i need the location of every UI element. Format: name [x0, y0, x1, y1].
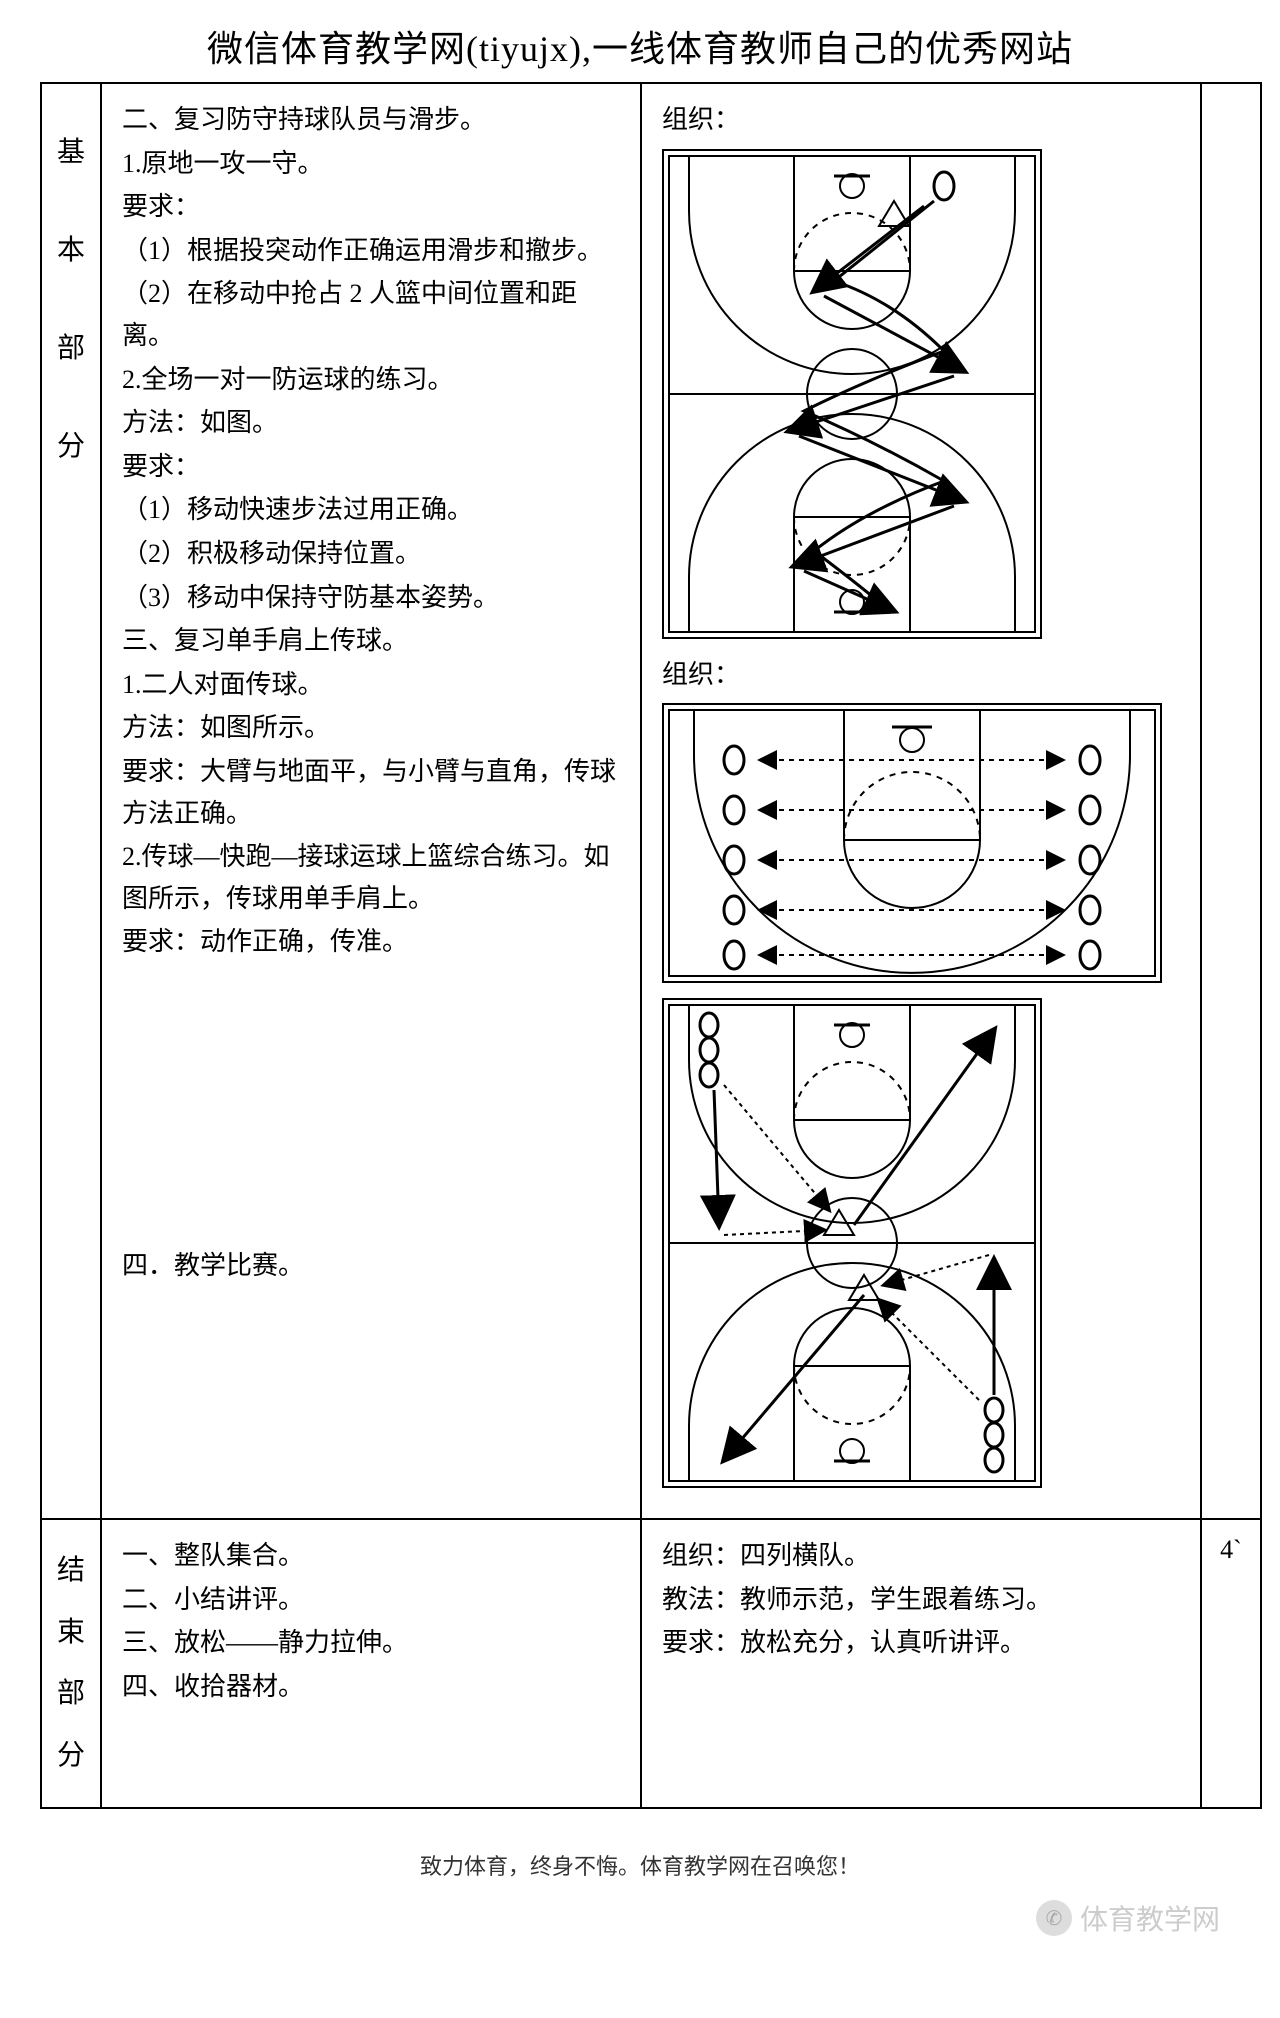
org-label: 组织： — [662, 99, 1180, 141]
content-line: 三、放松——静力拉伸。 — [122, 1622, 620, 1664]
org-line: 教法：教师示范，学生跟着练习。 — [662, 1579, 1180, 1621]
label-char: 部 — [52, 1663, 90, 1725]
content-line: 要求：大臂与地面平，与小臂与直角，传球方法正确。 — [122, 751, 620, 834]
court-svg — [664, 1000, 1040, 1486]
section-content-ending: 一、整队集合。 二、小结讲评。 三、放松——静力拉伸。 四、收拾器材。 — [101, 1519, 641, 1807]
content-line: 2.传球—快跑—接球运球上篮综合练习。如图所示，传球用单手肩上。 — [122, 836, 620, 919]
content-line: 要求： — [122, 446, 620, 488]
watermark: ✆ 体育教学网 — [1036, 1898, 1220, 1938]
content-line: 1.二人对面传球。 — [122, 664, 620, 706]
diagram-passing-pairs — [662, 703, 1162, 983]
content-line: 一、整队集合。 — [122, 1535, 620, 1577]
wechat-icon: ✆ — [1036, 1900, 1072, 1936]
page-title: 微信体育教学网(tiyujx),一线体育教师自己的优秀网站 — [40, 20, 1240, 72]
label-char: 分 — [52, 1725, 90, 1787]
content-line: 要求：动作正确，传准。 — [122, 921, 620, 963]
content-line: （3）移动中保持守防基本姿势。 — [122, 577, 620, 619]
document-page: 微信体育教学网(tiyujx),一线体育教师自己的优秀网站 基 本 部 分 二、… — [0, 0, 1280, 1901]
label-char: 分 — [52, 398, 90, 496]
label-char: 基 — [52, 104, 90, 202]
content-line: 方法：如图。 — [122, 402, 620, 444]
section-content-basic: 二、复习防守持球队员与滑步。 1.原地一攻一守。 要求： （1）根据投突动作正确… — [101, 83, 641, 1519]
section-org-basic: 组织： — [641, 83, 1201, 1519]
org-line: 要求：放松充分，认真听讲评。 — [662, 1622, 1180, 1664]
org-label: 组织： — [662, 654, 1180, 696]
content-line: （1）移动快速步法过用正确。 — [122, 489, 620, 531]
content-line: 三、复习单手肩上传球。 — [122, 620, 620, 662]
content-line: （2）积极移动保持位置。 — [122, 533, 620, 575]
label-char: 本 — [52, 202, 90, 300]
label-char: 束 — [52, 1602, 90, 1664]
diagram-pass-run-layup — [662, 998, 1042, 1488]
content-line: 四．教学比赛。 — [122, 1245, 620, 1287]
content-line: 二、复习防守持球队员与滑步。 — [122, 99, 620, 141]
court-svg — [664, 151, 1040, 637]
section-label-basic: 基 本 部 分 — [41, 83, 101, 1519]
content-line: 1.原地一攻一守。 — [122, 143, 620, 185]
content-line: 要求： — [122, 186, 620, 228]
content-line: 2.全场一对一防运球的练习。 — [122, 359, 620, 401]
content-line: 二、小结讲评。 — [122, 1579, 620, 1621]
content-line: 四、收拾器材。 — [122, 1666, 620, 1708]
lesson-plan-table: 基 本 部 分 二、复习防守持球队员与滑步。 1.原地一攻一守。 要求： （1）… — [40, 82, 1262, 1809]
content-line: 方法：如图所示。 — [122, 707, 620, 749]
section-org-ending: 组织：四列横队。 教法：教师示范，学生跟着练习。 要求：放松充分，认真听讲评。 — [641, 1519, 1201, 1807]
section-label-ending: 结 束 部 分 — [41, 1519, 101, 1807]
org-line: 组织：四列横队。 — [662, 1535, 1180, 1577]
content-line: （2）在移动中抢占 2 人篮中间位置和距离。 — [122, 273, 620, 356]
section-time-ending: 4` — [1201, 1519, 1261, 1807]
watermark-text: 体育教学网 — [1080, 1898, 1220, 1938]
table-row-basic: 基 本 部 分 二、复习防守持球队员与滑步。 1.原地一攻一守。 要求： （1）… — [41, 83, 1261, 1519]
court-svg — [664, 705, 1160, 981]
table-row-ending: 结 束 部 分 一、整队集合。 二、小结讲评。 三、放松——静力拉伸。 四、收拾… — [41, 1519, 1261, 1807]
content-line: （1）根据投突动作正确运用滑步和撤步。 — [122, 230, 620, 272]
label-char: 结 — [52, 1540, 90, 1602]
section-time-basic — [1201, 83, 1261, 1519]
label-char: 部 — [52, 300, 90, 398]
diagram-fullcourt-zigzag — [662, 149, 1042, 639]
footer-text: 致力体育，终身不悔。体育教学网在召唤您！ — [40, 1849, 1240, 1881]
